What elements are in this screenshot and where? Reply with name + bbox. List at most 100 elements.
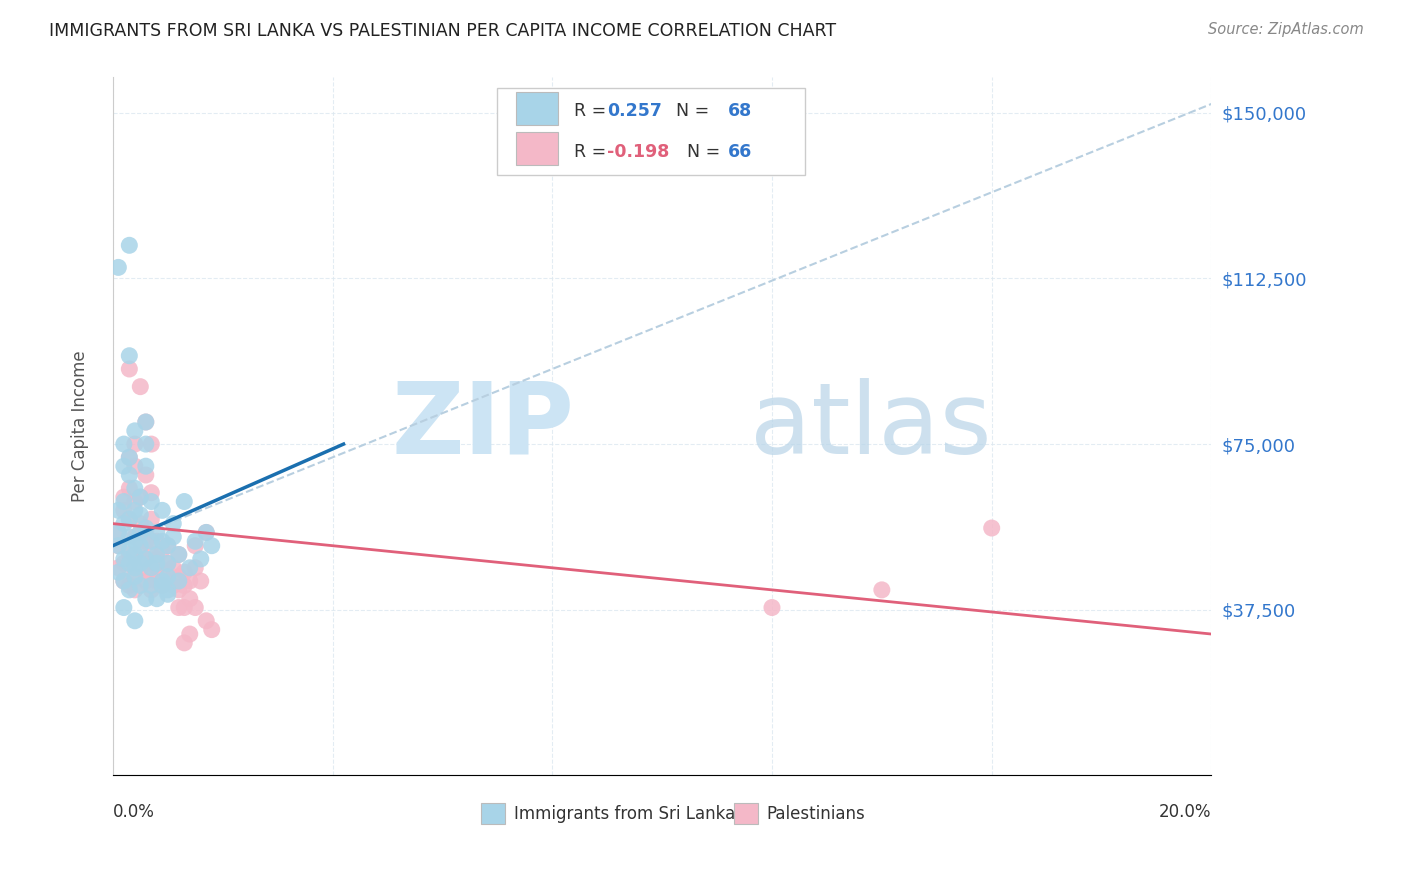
FancyBboxPatch shape <box>734 804 758 824</box>
Point <box>141 578 163 592</box>
Point <box>118 557 141 571</box>
Point <box>112 503 135 517</box>
Text: ZIP: ZIP <box>391 378 574 475</box>
Text: 0.257: 0.257 <box>607 103 662 120</box>
Point <box>112 552 135 566</box>
Point <box>173 636 195 650</box>
Point <box>167 569 190 583</box>
Point <box>156 587 179 601</box>
Point <box>112 490 135 504</box>
Point <box>124 494 146 508</box>
Point <box>141 512 163 526</box>
Point <box>112 600 135 615</box>
Text: R =: R = <box>574 143 612 161</box>
Point <box>150 503 173 517</box>
Point <box>107 561 129 575</box>
Point <box>107 260 129 275</box>
Point <box>112 494 135 508</box>
Point <box>184 534 207 549</box>
FancyBboxPatch shape <box>498 88 806 175</box>
Point <box>129 379 152 393</box>
Point <box>118 512 141 526</box>
Point <box>124 534 146 549</box>
Point <box>980 521 1002 535</box>
Point <box>141 485 163 500</box>
Point <box>118 468 141 483</box>
Point <box>129 539 152 553</box>
Point <box>118 238 141 252</box>
Point <box>141 582 163 597</box>
Point <box>150 574 173 588</box>
Point <box>118 543 141 558</box>
Point <box>135 591 157 606</box>
Point <box>124 569 146 583</box>
Point <box>107 539 129 553</box>
Point <box>167 548 190 562</box>
Point <box>135 557 157 571</box>
Point <box>156 557 179 571</box>
Point <box>112 574 135 588</box>
Point <box>124 503 146 517</box>
Point <box>162 516 184 531</box>
Point <box>129 543 152 558</box>
Point <box>141 569 163 583</box>
Point <box>129 561 152 575</box>
Point <box>146 561 169 575</box>
Point <box>195 525 218 540</box>
Y-axis label: Per Capita Income: Per Capita Income <box>72 351 89 502</box>
Point <box>195 614 218 628</box>
Point <box>162 561 184 575</box>
Point <box>135 468 157 483</box>
Point <box>150 578 173 592</box>
Point <box>118 349 141 363</box>
Point <box>107 565 129 579</box>
Point <box>129 508 152 522</box>
Point <box>173 578 195 592</box>
Point <box>156 569 179 583</box>
Point <box>124 530 146 544</box>
Point <box>167 548 190 562</box>
Point <box>135 415 157 429</box>
Point <box>167 574 190 588</box>
Point <box>146 591 169 606</box>
Point <box>118 362 141 376</box>
Point <box>146 552 169 566</box>
Point <box>141 494 163 508</box>
Point <box>184 600 207 615</box>
Point <box>118 548 141 562</box>
Point <box>167 582 190 597</box>
Text: -0.198: -0.198 <box>607 143 669 161</box>
Point <box>201 623 224 637</box>
Point <box>146 548 169 562</box>
Point <box>124 437 146 451</box>
Point <box>129 490 152 504</box>
Point <box>112 516 135 531</box>
Point <box>162 578 184 592</box>
Point <box>129 557 152 571</box>
Point <box>112 437 135 451</box>
Point <box>124 548 146 562</box>
Point <box>124 481 146 495</box>
FancyBboxPatch shape <box>516 132 558 165</box>
Text: IMMIGRANTS FROM SRI LANKA VS PALESTINIAN PER CAPITA INCOME CORRELATION CHART: IMMIGRANTS FROM SRI LANKA VS PALESTINIAN… <box>49 22 837 40</box>
Point <box>146 574 169 588</box>
Point <box>135 521 157 535</box>
Text: Palestinians: Palestinians <box>766 805 865 822</box>
Point <box>135 534 157 549</box>
Point <box>112 574 135 588</box>
Point <box>135 525 157 540</box>
Point <box>135 552 157 566</box>
Point <box>124 614 146 628</box>
Point <box>107 525 129 540</box>
Point <box>141 437 163 451</box>
Point <box>129 516 152 531</box>
Point <box>118 578 141 592</box>
Point <box>156 539 179 553</box>
Point <box>201 539 224 553</box>
Point <box>156 557 179 571</box>
Text: N =: N = <box>676 143 725 161</box>
Point <box>190 552 212 566</box>
Point <box>162 530 184 544</box>
Point <box>156 582 179 597</box>
Point <box>167 600 190 615</box>
